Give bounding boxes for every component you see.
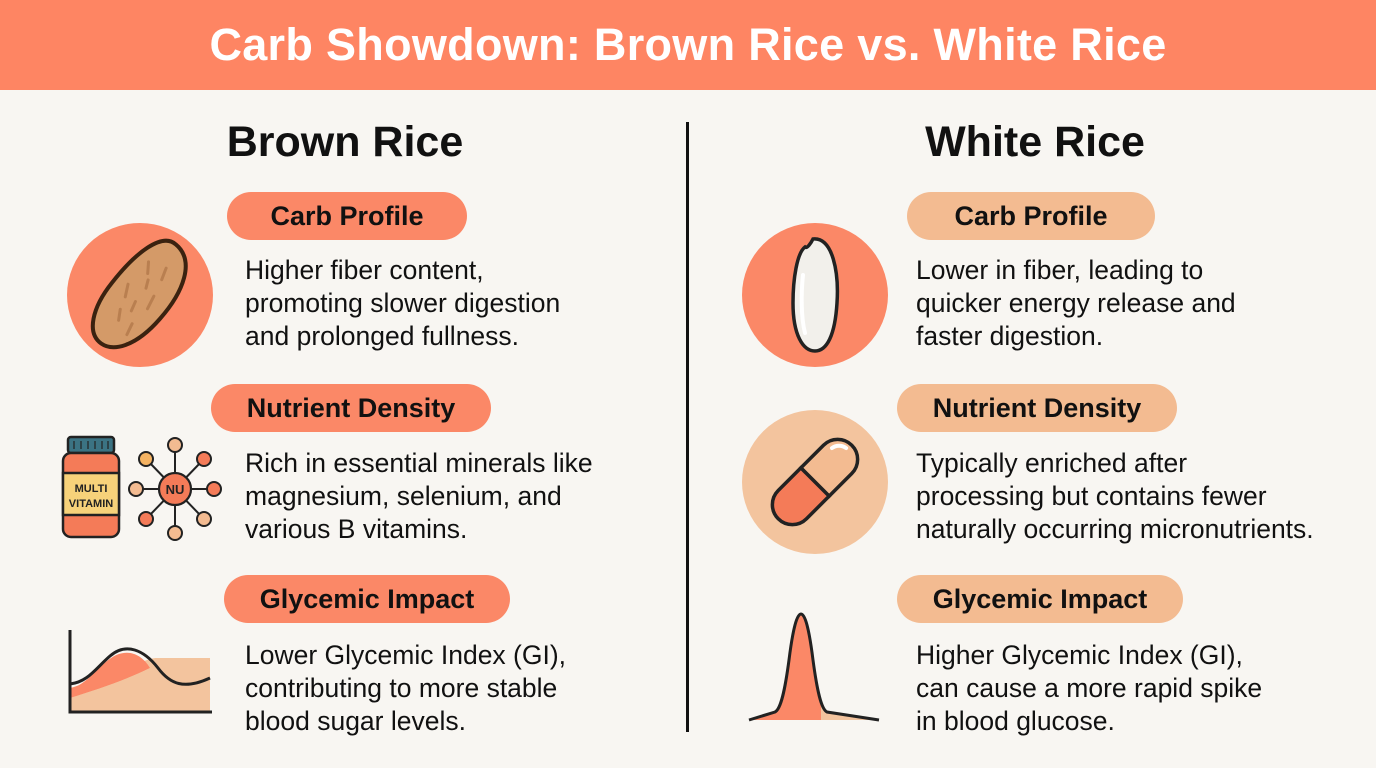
desc-line: blood sugar levels.	[245, 706, 466, 736]
brown-rice-grain-icon	[67, 223, 213, 367]
svg-text:VITAMIN: VITAMIN	[69, 498, 113, 510]
multivitamin-bottle-icon: MULTI VITAMIN NU	[61, 435, 222, 541]
desc-line: and prolonged fullness.	[245, 321, 520, 351]
brown-glycemic-impact-label: Glycemic Impact	[224, 575, 510, 623]
white-glycemic-impact-label: Glycemic Impact	[897, 575, 1183, 623]
desc-line: Lower Glycemic Index (GI),	[245, 640, 567, 670]
column-divider	[686, 122, 689, 732]
svg-text:MULTI: MULTI	[75, 483, 108, 495]
white-rice-grain-icon	[742, 223, 888, 367]
brown-nutrient-density-text: Rich in essential minerals like magnesiu…	[245, 447, 593, 546]
pill-capsule-icon	[742, 410, 888, 554]
brown-glycemic-impact-text: Lower Glycemic Index (GI), contributing …	[245, 639, 566, 738]
desc-line: faster digestion.	[916, 321, 1104, 351]
desc-line: processing but contains fewer	[916, 481, 1267, 511]
desc-line: Typically enriched after	[916, 448, 1188, 478]
desc-line: Higher fiber content,	[245, 255, 484, 285]
title-banner: Carb Showdown: Brown Rice vs. White Rice	[0, 0, 1376, 90]
desc-line: naturally occurring micronutrients.	[916, 514, 1314, 544]
desc-line: various B vitamins.	[245, 514, 468, 544]
desc-line: quicker energy release and	[916, 288, 1236, 318]
desc-line: promoting slower digestion	[245, 288, 561, 318]
desc-line: magnesium, selenium, and	[245, 481, 562, 511]
desc-line: Higher Glycemic Index (GI),	[916, 640, 1243, 670]
white-glycemic-impact-text: Higher Glycemic Index (GI), can cause a …	[916, 639, 1262, 738]
brown-rice-title: Brown Rice	[226, 118, 464, 166]
desc-line: can cause a more rapid spike	[916, 673, 1263, 703]
white-nutrient-density-text: Typically enriched after processing but …	[916, 447, 1314, 546]
desc-line: Lower in fiber, leading to	[916, 255, 1204, 285]
desc-line: in blood glucose.	[916, 706, 1115, 736]
desc-line: Rich in essential minerals like	[245, 448, 593, 478]
svg-text:NU: NU	[166, 482, 185, 497]
white-rice-title: White Rice	[925, 118, 1145, 166]
brown-carb-profile-text: Higher fiber content, promoting slower d…	[245, 254, 560, 353]
desc-line: contributing to more stable	[245, 673, 558, 703]
page-title: Carb Showdown: Brown Rice vs. White Rice	[209, 19, 1167, 70]
white-carb-profile-text: Lower in fiber, leading to quicker energ…	[916, 254, 1236, 353]
white-nutrient-density-label: Nutrient Density	[897, 384, 1177, 432]
spike-curve-chart-icon	[748, 612, 880, 722]
brown-nutrient-density-label: Nutrient Density	[211, 384, 491, 432]
brown-carb-profile-label: Carb Profile	[227, 192, 467, 240]
white-carb-profile-label: Carb Profile	[907, 192, 1155, 240]
gentle-curve-chart-icon	[68, 630, 212, 714]
